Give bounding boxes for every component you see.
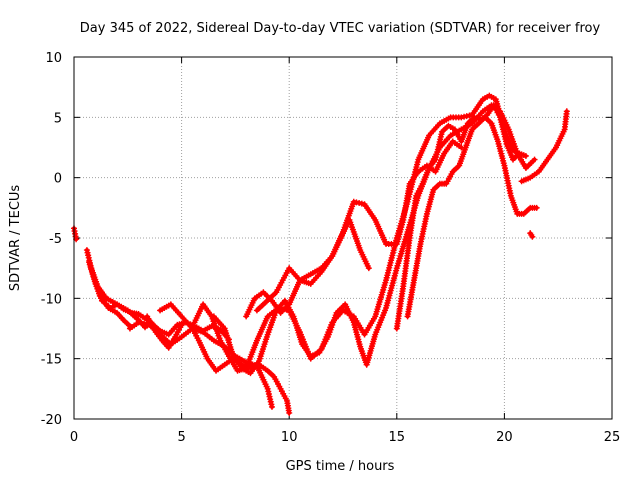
chart-title: Day 345 of 2022, Sidereal Day-to-day VTE…: [80, 21, 601, 36]
series-plus-markers: [144, 313, 185, 351]
y-axis-label: SDTVAR / TECUs: [8, 185, 23, 292]
x-tick-label: 5: [177, 430, 185, 445]
y-tick-label: 0: [54, 172, 62, 187]
y-tick-label: -10: [41, 292, 62, 307]
y-tick-label: -5: [49, 232, 62, 247]
series-track-11: [253, 216, 372, 314]
series-track-14: [518, 108, 570, 185]
series-plus-markers: [518, 108, 570, 185]
series-track-15: [527, 230, 536, 240]
tick-labels: 0 5 10 15 20 25 10 5 0 -5 -10 -15 -20: [41, 51, 621, 445]
y-tick-label: 5: [54, 111, 62, 126]
x-tick-label: 10: [281, 430, 298, 445]
series-track-1: [71, 225, 80, 243]
plot-area: [71, 92, 570, 416]
series-track-6: [144, 313, 185, 351]
series-plus-markers: [527, 230, 536, 240]
series-plus-markers: [88, 265, 133, 330]
series-track-4: [88, 265, 133, 330]
series-track-13: [404, 114, 540, 320]
x-tick-label: 15: [389, 430, 406, 445]
series-trace: [519, 109, 569, 184]
series-plus-markers: [253, 216, 372, 314]
plot-frame: [73, 56, 613, 420]
series-track-12: [393, 102, 529, 332]
y-tick-label: -15: [41, 353, 62, 368]
y-tick-label: 10: [45, 51, 62, 66]
x-tick-label: 20: [496, 430, 513, 445]
series-plus-markers: [404, 114, 540, 320]
x-axis-label: GPS time / hours: [286, 459, 395, 474]
series-plus-markers: [71, 225, 80, 243]
x-tick-label: 0: [70, 430, 78, 445]
series-plus-markers: [393, 102, 529, 332]
y-tick-label: -20: [41, 413, 62, 428]
x-tick-label: 25: [604, 430, 621, 445]
